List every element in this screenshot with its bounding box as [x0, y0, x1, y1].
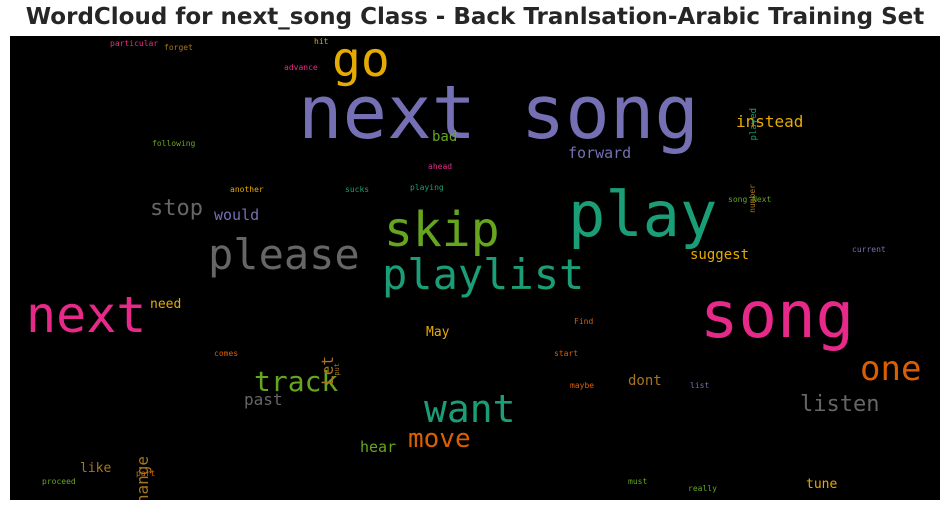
word-another: another [230, 185, 264, 194]
word-forward: forward [568, 144, 632, 162]
word-start: start [554, 349, 579, 358]
word-put: put [333, 363, 341, 376]
word-suggest: suggest [690, 247, 750, 263]
word-track: track [254, 365, 339, 398]
word-advance: advance [284, 63, 318, 72]
word-maybe: maybe [570, 381, 595, 390]
word-comes: comes [214, 349, 239, 358]
word-part: part [136, 469, 156, 478]
word-song-next: song Next [728, 195, 772, 204]
word-list: list [690, 381, 710, 390]
word-change: change [133, 456, 152, 500]
word-song: song [700, 279, 855, 353]
word-playing: playing [410, 183, 444, 192]
word-sucks: sucks [345, 185, 370, 194]
word-listen: listen [800, 392, 880, 417]
word-played: played [749, 108, 759, 141]
word-play: play [568, 178, 718, 251]
word-like: like [80, 461, 112, 476]
word-must: must [628, 477, 648, 486]
word-find: Find [574, 317, 594, 326]
chart-title: WordCloud for next_song Class - Back Tra… [25, 4, 925, 30]
word-would: would [214, 206, 260, 224]
word-following: following [152, 139, 196, 148]
word-next: next [26, 286, 147, 344]
word-cloud: next song song play next skip please playlist g… [10, 36, 940, 500]
word-playlist: playlist [382, 250, 585, 299]
word-want: want [424, 387, 516, 431]
word-bad: bad [432, 129, 458, 145]
word-current: current [852, 245, 886, 254]
word-one: one [860, 349, 922, 389]
word-need: need [150, 297, 182, 312]
word-move: move [408, 424, 471, 454]
word-dont: dont [628, 373, 662, 389]
word-go: go [332, 36, 390, 88]
word-proceed: proceed [42, 477, 76, 486]
word-may: May [426, 325, 450, 340]
word-next-song: next song [298, 70, 699, 156]
word-really: really [688, 484, 717, 493]
word-forget: forget [164, 43, 193, 52]
word-ahead: ahead [428, 162, 453, 171]
word-instead: instead [736, 112, 804, 131]
word-stop: stop [150, 196, 203, 221]
word-hit: hit [314, 37, 329, 46]
word-skip: skip [384, 202, 500, 258]
word-particular: particular [110, 39, 159, 48]
word-past: past [244, 390, 283, 409]
word-hear: hear [360, 438, 397, 456]
word-please: please [208, 230, 360, 279]
word-tune: tune [806, 477, 838, 492]
